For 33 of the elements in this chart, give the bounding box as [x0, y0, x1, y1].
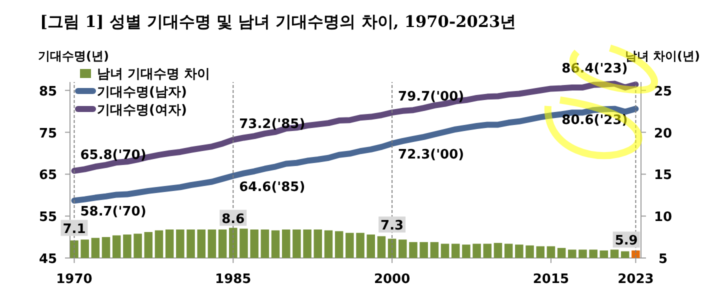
y-tick-label: 65 [38, 168, 58, 184]
x-tick-label: 1970 [56, 272, 92, 287]
y2-axis-title: 남녀 차이(년) [624, 49, 700, 63]
y2-tick-label: 20 [654, 126, 672, 142]
annotation: 65.8('70) [80, 148, 146, 163]
x-tick-label: 2023 [618, 272, 654, 287]
y-axis-title: 기대수명(년) [38, 49, 109, 63]
y-tick-label: 75 [38, 126, 58, 142]
x-tick-label: 2000 [374, 272, 410, 287]
annotation: 79.7('00) [398, 90, 464, 105]
legend-label: 남녀 기대수명 차이 [97, 67, 210, 82]
annotation: 64.6('85) [239, 180, 306, 195]
y-tick-label: 55 [38, 210, 58, 226]
y-tick-label: 45 [38, 252, 58, 267]
y2-tick-label: 5 [658, 252, 668, 267]
annotation: 58.7('70) [80, 204, 146, 220]
y2-tick-label: 15 [654, 168, 672, 184]
y-tick-label: 85 [38, 84, 58, 100]
data-label: 5.9 [614, 234, 638, 249]
data-label: 7.3 [380, 218, 404, 234]
annotation: 73.2('85) [239, 116, 306, 132]
x-tick-label: 1985 [215, 272, 252, 287]
legend-label: 기대수명(여자) [97, 103, 187, 118]
data-label: 7.1 [62, 222, 86, 237]
x-tick-label: 2015 [532, 272, 570, 287]
data-label: 8.6 [222, 212, 245, 227]
legend-label: 기대수명(남자) [97, 85, 187, 100]
annotation: 72.3('00) [398, 148, 464, 163]
annotation: 80.6('23) [562, 112, 628, 128]
y2-tick-label: 10 [654, 210, 672, 226]
y2-tick-label: 25 [654, 84, 672, 100]
chart-title: [그림 1] 성별 기대수명 및 남녀 기대수명의 차이, 1970-2023년 [40, 12, 516, 31]
annotation: 86.4('23) [562, 62, 628, 77]
